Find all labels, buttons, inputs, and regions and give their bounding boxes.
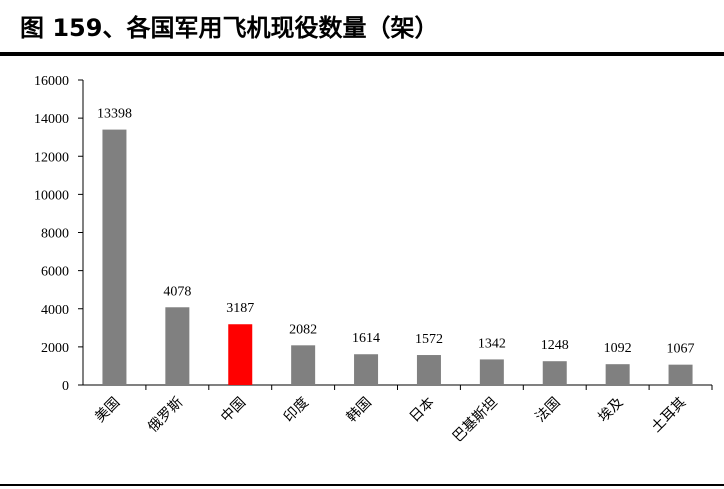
y-tick-label: 16000 <box>34 74 69 89</box>
y-tick-label: 6000 <box>41 265 69 280</box>
x-tick-label: 法国 <box>532 395 563 426</box>
title-rule <box>0 52 724 56</box>
data-label: 3187 <box>226 301 254 316</box>
y-tick-label: 14000 <box>34 112 69 127</box>
x-tick-label: 日本 <box>407 395 438 426</box>
data-label: 1342 <box>478 336 506 351</box>
bar <box>354 354 379 385</box>
data-label: 13398 <box>97 107 132 122</box>
data-label: 2082 <box>289 322 317 337</box>
x-tick-label: 美国 <box>92 395 123 426</box>
data-label: 1092 <box>604 341 632 356</box>
data-label: 4078 <box>163 284 191 299</box>
bar <box>605 364 630 385</box>
data-label: 1614 <box>352 331 380 346</box>
data-label: 1067 <box>667 342 695 357</box>
bar <box>542 361 567 385</box>
bar <box>291 345 316 385</box>
bar <box>228 324 253 385</box>
data-label: 1572 <box>415 332 443 347</box>
bar <box>479 359 504 385</box>
x-tick-label: 俄罗斯 <box>145 395 186 436</box>
bottom-rule <box>0 484 724 486</box>
x-tick-label: 巴基斯坦 <box>449 394 501 446</box>
y-tick-label: 10000 <box>34 188 69 203</box>
x-tick-label: 埃及 <box>595 395 626 426</box>
x-tick-label: 中国 <box>218 395 249 426</box>
y-tick-label: 0 <box>62 379 69 394</box>
bar <box>416 355 441 385</box>
bar <box>668 364 693 385</box>
bar <box>165 307 190 385</box>
y-tick-label: 12000 <box>34 150 69 165</box>
x-tick-label: 土耳其 <box>648 395 689 436</box>
y-tick-label: 2000 <box>41 341 69 356</box>
x-tick-label: 韩国 <box>344 395 375 426</box>
y-tick-label: 8000 <box>41 227 69 242</box>
chart-title: 图 159、各国军用飞机现役数量（架） <box>20 14 438 42</box>
bar <box>102 129 127 385</box>
x-tick-label: 印度 <box>281 395 312 426</box>
data-label: 1248 <box>541 338 569 353</box>
y-tick-label: 4000 <box>41 303 69 318</box>
